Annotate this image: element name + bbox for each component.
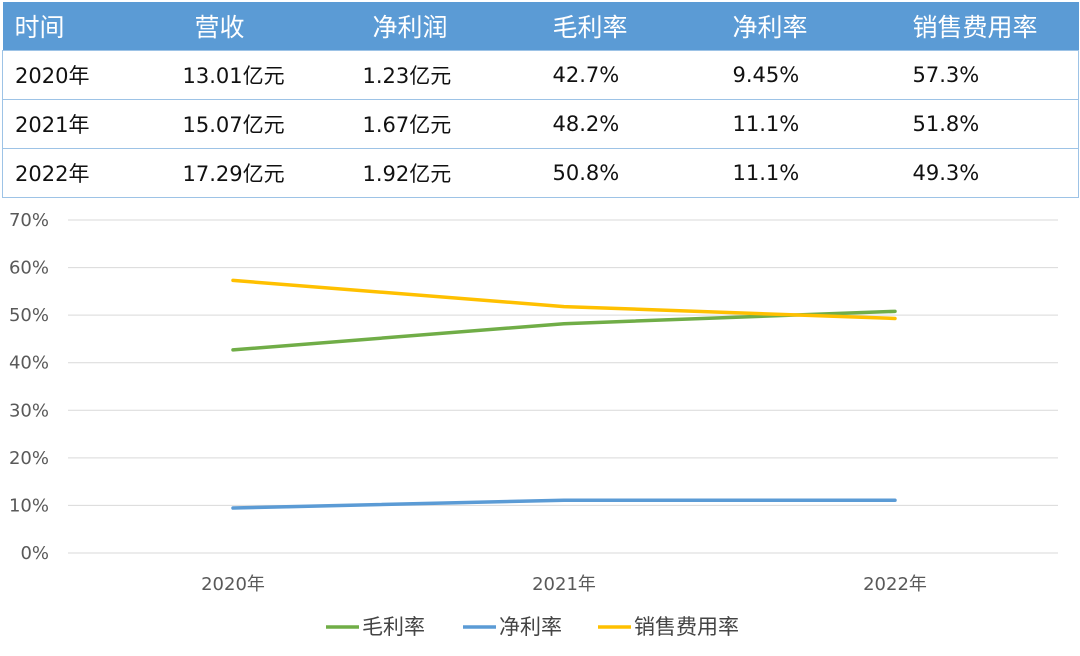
table-cell: 1.23亿元 bbox=[362, 50, 543, 100]
y-tick-label: 10% bbox=[9, 495, 49, 516]
table-cell: 11.1% bbox=[722, 99, 903, 149]
table-cell: 15.07亿元 bbox=[182, 99, 363, 149]
y-tick-label: 60% bbox=[9, 258, 49, 279]
table-row: 2021年 15.07亿元 1.67亿元 48.2% 11.1% 51.8% bbox=[2, 99, 1079, 149]
line-chart: 0% 10% 20% 30% 40% 50% 60% 70% 2020年 2021年 2022年毛利… bbox=[9, 210, 1058, 639]
table-cell: 1.67亿元 bbox=[362, 99, 543, 149]
y-tick-label: 30% bbox=[9, 400, 49, 421]
column-header: 毛利率 bbox=[542, 2, 723, 51]
table-cell: 42.7% bbox=[542, 50, 723, 100]
table-cell: 9.45% bbox=[722, 50, 903, 100]
table-cell: 13.01亿元 bbox=[182, 50, 363, 100]
x-tick-label: 2022年 bbox=[863, 574, 927, 595]
table-cell: 49.3% bbox=[902, 148, 1079, 198]
table-row: 2020年 13.01亿元 1.23亿元 42.7% 9.45% 57.3% bbox=[2, 50, 1079, 100]
table-header-row: 时间 营收 净利润 毛利率 净利率 销售费用率 bbox=[2, 2, 1079, 51]
table-row: 2022年 17.29亿元 1.92亿元 50.8% 11.1% 49.3% bbox=[2, 148, 1079, 198]
legend-label: 销售费用率 bbox=[634, 615, 739, 639]
table-cell: 11.1% bbox=[722, 148, 903, 198]
table-cell: 2022年 bbox=[2, 148, 183, 198]
legend-label: 净利率 bbox=[499, 615, 562, 639]
table-cell: 51.8% bbox=[902, 99, 1079, 149]
table-cell: 2021年 bbox=[2, 99, 183, 149]
x-tick-label: 2021年 bbox=[532, 574, 596, 595]
x-tick-label: 2020年 bbox=[201, 574, 265, 595]
table-cell: 1.92亿元 bbox=[362, 148, 543, 198]
series-line-销售费用率 bbox=[231, 278, 897, 321]
y-tick-label: 50% bbox=[9, 305, 49, 326]
table-cell: 2020年 bbox=[2, 50, 183, 100]
column-header: 营收 bbox=[182, 2, 363, 51]
column-header: 时间 bbox=[2, 2, 183, 51]
column-header: 净利率 bbox=[722, 2, 903, 51]
financial-table: 时间 营收 净利润 毛利率 净利率 销售费用率 2020年 13.01亿元 1.23亿元 42.… bbox=[2, 2, 1079, 198]
y-tick-label: 40% bbox=[9, 353, 49, 374]
table-cell: 17.29亿元 bbox=[182, 148, 363, 198]
y-tick-label: 20% bbox=[9, 448, 49, 469]
legend-label: 毛利率 bbox=[362, 615, 425, 639]
y-tick-label: 70% bbox=[9, 210, 49, 231]
series-line-毛利率 bbox=[231, 309, 897, 352]
table-cell: 57.3% bbox=[902, 50, 1079, 100]
table-cell: 48.2% bbox=[542, 99, 723, 149]
table-cell: 50.8% bbox=[542, 148, 723, 198]
column-header: 销售费用率 bbox=[902, 2, 1079, 51]
series-line-净利率 bbox=[231, 498, 897, 510]
y-tick-label: 0% bbox=[20, 543, 49, 564]
column-header: 净利润 bbox=[362, 2, 543, 51]
